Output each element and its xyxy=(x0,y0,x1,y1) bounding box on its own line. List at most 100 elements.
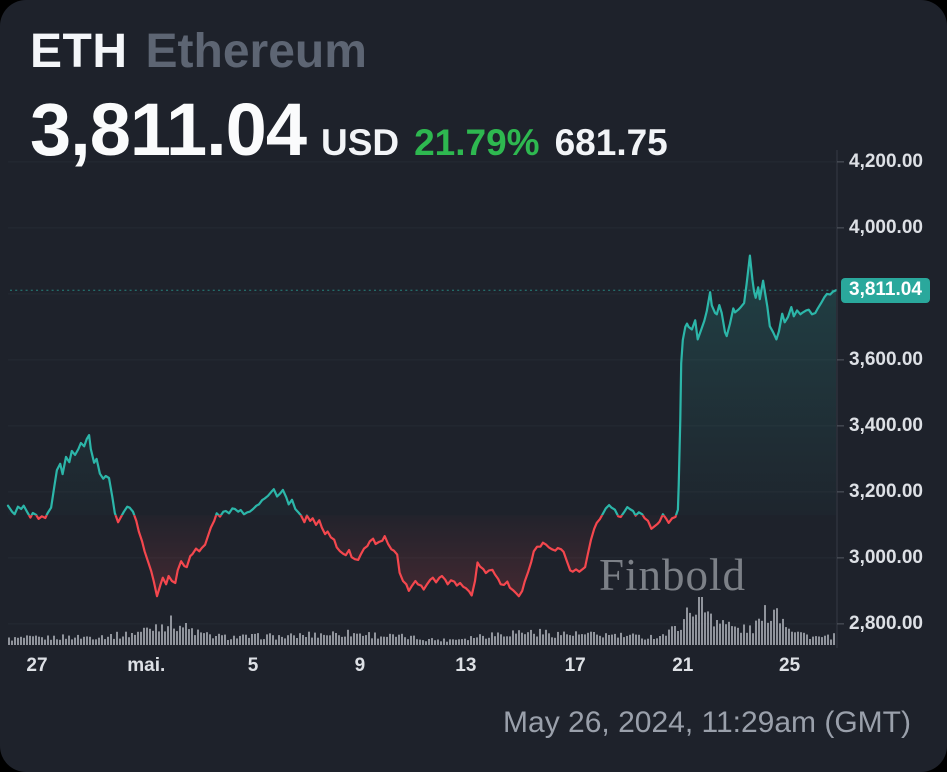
volume-bar xyxy=(530,629,532,645)
volume-bar xyxy=(410,635,412,645)
volume-bar xyxy=(380,636,382,645)
volume-bar xyxy=(206,632,208,645)
volume-bar xyxy=(185,623,187,645)
volume-bar xyxy=(14,637,16,645)
volume-bar xyxy=(431,638,433,645)
x-axis-label: 21 xyxy=(672,655,694,676)
volume-bar xyxy=(638,634,640,645)
volume-bar xyxy=(635,634,637,645)
x-axis-label: 13 xyxy=(455,655,477,676)
volume-bar xyxy=(275,639,277,645)
volume-bar xyxy=(215,636,217,645)
volume-bar xyxy=(629,634,631,645)
volume-bar xyxy=(812,636,814,645)
x-axis-label: 5 xyxy=(247,655,259,676)
volume-bar xyxy=(242,634,244,645)
volume-bar xyxy=(587,632,589,645)
volume-bar xyxy=(281,636,283,645)
volume-bar xyxy=(752,633,754,645)
volume-bar xyxy=(248,637,250,645)
volume-bar xyxy=(443,638,445,645)
volume-bar xyxy=(140,631,142,645)
last-price-badge: 3,811.04 xyxy=(841,277,930,303)
price-line-down-segment xyxy=(14,515,678,598)
volume-bar xyxy=(662,634,664,645)
volume-bar xyxy=(584,634,586,645)
volume-bar xyxy=(491,632,493,645)
area-fill-below-baseline xyxy=(29,515,677,597)
volume-bar xyxy=(470,636,472,645)
volume-bar xyxy=(554,637,556,645)
volume-bar xyxy=(392,634,394,645)
volume-bar xyxy=(89,636,91,645)
volume-bar xyxy=(155,624,157,645)
volume-bar xyxy=(818,636,820,645)
volume-bar xyxy=(674,626,676,645)
volume-bar xyxy=(767,622,769,645)
volume-bar xyxy=(833,633,835,645)
volume-bar xyxy=(122,636,124,645)
volume-bar xyxy=(362,635,364,645)
volume-bar xyxy=(803,632,805,645)
volume-bar xyxy=(299,633,301,645)
volume-bar xyxy=(356,633,358,645)
volume-bar xyxy=(263,639,265,645)
volume-bar xyxy=(107,636,109,645)
volume-bar xyxy=(626,635,628,645)
volume-bar xyxy=(245,634,247,645)
volume-bar xyxy=(257,633,259,645)
volume-bar xyxy=(302,635,304,645)
volume-bar xyxy=(725,624,727,645)
volume-bar xyxy=(782,618,784,645)
volume-bar xyxy=(26,635,28,645)
volume-bar xyxy=(578,634,580,645)
volume-bar xyxy=(272,635,274,645)
volume-bar xyxy=(500,634,502,645)
volume-bar xyxy=(515,633,517,645)
volume-bar xyxy=(197,629,199,645)
volume-bar xyxy=(179,625,181,645)
volume-bar xyxy=(239,635,241,645)
price-currency: USD xyxy=(320,122,400,163)
volume-bar xyxy=(428,639,430,645)
volume-bar xyxy=(449,639,451,645)
volume-bar xyxy=(164,631,166,645)
volume-bar xyxy=(806,634,808,645)
volume-bar xyxy=(335,633,337,645)
volume-bar xyxy=(698,597,700,645)
volume-bar xyxy=(53,635,55,645)
volume-bar xyxy=(728,621,730,645)
volume-bar xyxy=(545,629,547,645)
volume-bar xyxy=(497,632,499,645)
volume-bar xyxy=(671,626,673,645)
volume-bar xyxy=(794,632,796,645)
volume-bar xyxy=(116,631,118,645)
volume-bar xyxy=(692,616,694,645)
price-change-absolute: 681.75 xyxy=(554,122,668,163)
volume-bar xyxy=(686,607,688,645)
volume-bar xyxy=(326,635,328,645)
volume-bar xyxy=(617,637,619,645)
volume-bar xyxy=(188,629,190,645)
volume-bar xyxy=(176,631,178,645)
volume-bar xyxy=(11,640,13,645)
volume-bar xyxy=(203,633,205,645)
volume-bar xyxy=(182,627,184,645)
volume-bar xyxy=(608,635,610,645)
volume-bar xyxy=(386,636,388,645)
volume-bar xyxy=(407,639,409,645)
volume-bar xyxy=(758,618,760,645)
volume-bar xyxy=(278,635,280,645)
volume-bar xyxy=(317,637,319,645)
volume-bar xyxy=(374,632,376,645)
volume-bar xyxy=(398,634,400,645)
volume-bar xyxy=(572,635,574,645)
asset-ticker: ETH xyxy=(30,25,128,78)
volume-bar xyxy=(773,609,775,645)
volume-bar xyxy=(137,631,139,645)
volume-bar xyxy=(338,635,340,645)
volume-bar xyxy=(266,634,268,645)
volume-bar xyxy=(734,626,736,645)
